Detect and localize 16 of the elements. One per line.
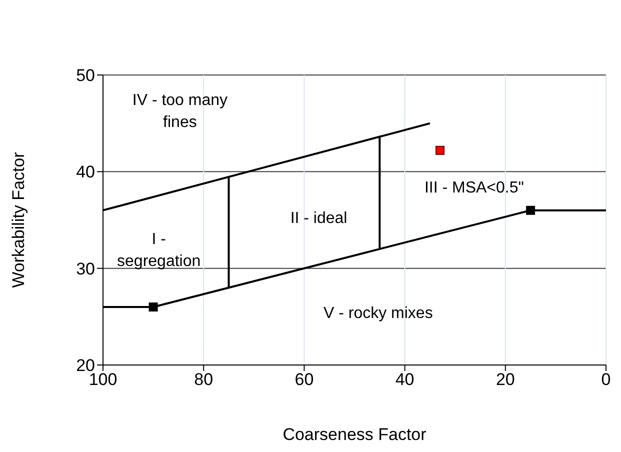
x-tick-label: 60 bbox=[294, 370, 314, 390]
annotation: II - ideal bbox=[290, 210, 348, 228]
y-tick-label: 50 bbox=[76, 66, 95, 86]
x-tick-label: 20 bbox=[496, 370, 515, 390]
y-tick-label: 40 bbox=[76, 162, 95, 182]
y-axis-title: Workability Factor bbox=[9, 152, 28, 288]
x-tick-label: 80 bbox=[194, 370, 214, 390]
x-tick-label: 40 bbox=[395, 370, 414, 390]
x-tick-label: 0 bbox=[601, 370, 611, 390]
y-tick-label: 30 bbox=[76, 259, 95, 278]
x-tick-label: 100 bbox=[88, 370, 118, 390]
annotation: IV - too many fines bbox=[132, 92, 228, 131]
annotation: I - segregation bbox=[117, 231, 201, 270]
annotation: III - MSA<0.5" bbox=[424, 180, 524, 197]
x-axis-title: Coarseness Factor bbox=[282, 425, 427, 444]
annotation: V - rocky mixes bbox=[323, 304, 433, 322]
